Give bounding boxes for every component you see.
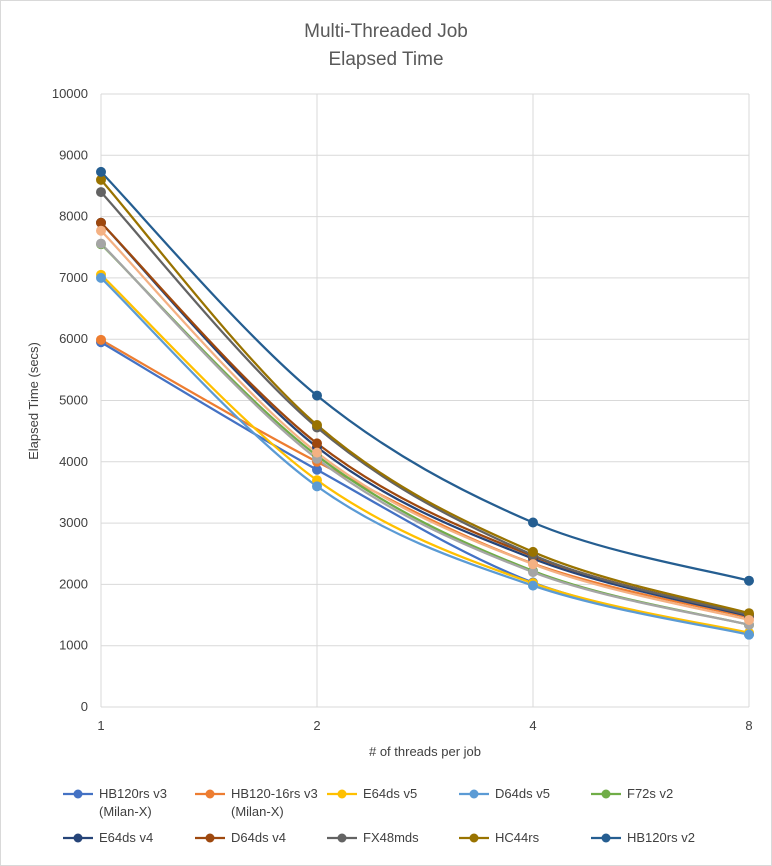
data-point [312, 420, 322, 431]
legend-marker-swatch [205, 789, 215, 799]
legend-label: HB120rs v2 [627, 830, 695, 845]
y-tick-label: 1000 [59, 638, 88, 653]
data-point [312, 447, 322, 458]
chart-title-line-2: Elapsed Time [328, 49, 443, 70]
series-line [99, 242, 751, 626]
data-point [744, 629, 754, 640]
legend-item: HB120-16rs v3 (Milan-X) [195, 786, 318, 819]
data-point [744, 575, 754, 586]
y-tick-label: 10000 [52, 86, 88, 101]
legend-label: HB120-16rs v3 [231, 786, 318, 801]
legend-marker-swatch [469, 789, 479, 799]
data-point [96, 238, 106, 249]
y-tick-label: 9000 [59, 147, 88, 162]
series-line [99, 178, 751, 615]
legend-label: (Milan-X) [99, 804, 152, 819]
legend: HB120rs v3 (Milan-X) HB120-16rs v3 (Milan-X… [63, 786, 695, 845]
legend-marker-swatch [469, 833, 479, 843]
x-tick-label: 8 [745, 718, 752, 733]
series-line [99, 221, 751, 618]
legend-marker-swatch [73, 833, 83, 843]
legend-item: D64ds v4 [195, 830, 286, 845]
series-line [99, 170, 751, 582]
series-line [99, 229, 751, 622]
series-line [99, 276, 751, 636]
legend-label: E64ds v4 [99, 830, 153, 845]
legend-label: D64ds v5 [495, 786, 550, 801]
legend-label: F72s v2 [627, 786, 673, 801]
legend-label: (Milan-X) [231, 804, 284, 819]
data-point [312, 390, 322, 401]
series-line [99, 243, 751, 626]
data-point [744, 614, 754, 625]
series-lines [99, 170, 751, 636]
legend-label: FX48mds [363, 830, 419, 845]
y-tick-label: 8000 [59, 209, 88, 224]
y-tick-label: 4000 [59, 454, 88, 469]
data-point [96, 225, 106, 236]
legend-label: E64ds v5 [363, 786, 417, 801]
y-tick-label: 7000 [59, 270, 88, 285]
data-point [96, 272, 106, 283]
x-tick-label: 4 [529, 718, 536, 733]
legend-label: HB120rs v3 [99, 786, 167, 801]
legend-item: F72s v2 [591, 786, 673, 801]
data-point [96, 187, 106, 198]
legend-item: HB120rs v2 [591, 830, 695, 845]
y-tick-label: 0 [81, 699, 88, 714]
legend-marker-swatch [205, 833, 215, 843]
x-tick-label: 1 [97, 718, 104, 733]
legend-item: FX48mds [327, 830, 419, 845]
data-point [528, 580, 538, 591]
legend-marker-swatch [337, 833, 347, 843]
chart-title-line-1: Multi-Threaded Job [304, 21, 468, 42]
data-point [312, 438, 322, 449]
data-point [96, 334, 106, 345]
series-line [99, 273, 751, 634]
legend-item: HB120rs v3 (Milan-X) [63, 786, 167, 819]
legend-marker-swatch [337, 789, 347, 799]
y-axis-label: Elapsed Time (secs) [26, 342, 41, 460]
legend-item: D64ds v5 [459, 786, 550, 801]
x-tick-label: 2 [313, 718, 320, 733]
data-point [528, 517, 538, 528]
series-line [99, 190, 751, 617]
data-point [528, 546, 538, 557]
legend-marker-swatch [601, 833, 611, 843]
x-axis-tick-labels: 1 2 4 8 [97, 718, 752, 733]
legend-item: E64ds v4 [63, 830, 153, 845]
data-point [96, 166, 106, 177]
legend-marker-swatch [601, 789, 611, 799]
y-tick-label: 5000 [59, 393, 88, 408]
data-point [528, 559, 538, 570]
y-tick-label: 3000 [59, 515, 88, 530]
legend-marker-swatch [73, 789, 83, 799]
x-axis-label: # of threads per job [369, 744, 481, 759]
legend-item: HC44rs [459, 830, 540, 845]
y-tick-label: 6000 [59, 331, 88, 346]
legend-label: D64ds v4 [231, 830, 286, 845]
legend-label: HC44rs [495, 830, 540, 845]
series-line [99, 338, 751, 619]
data-point [312, 481, 322, 492]
series-line [99, 221, 751, 617]
y-axis-tick-labels: 0 1000 2000 3000 4000 5000 6000 7000 8000 9000 100… [52, 86, 88, 714]
y-tick-label: 2000 [59, 576, 88, 591]
series-markers [96, 166, 754, 640]
legend-item: E64ds v5 [327, 786, 417, 801]
